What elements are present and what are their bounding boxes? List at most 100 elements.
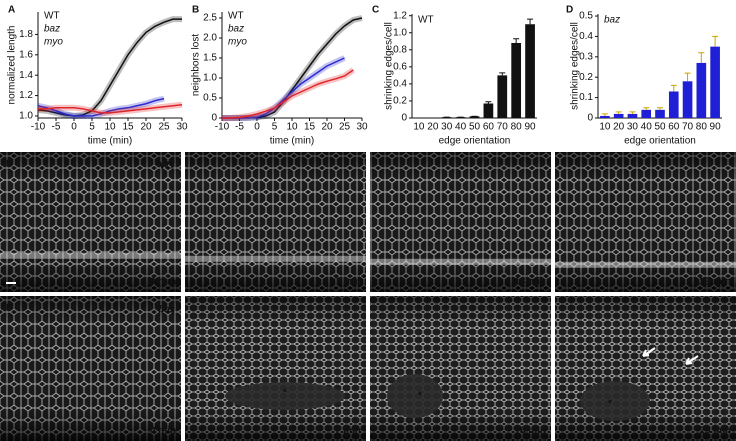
asterisk: * (283, 388, 287, 399)
error-bar (527, 18, 534, 25)
micrograph: 0 min (0, 296, 181, 441)
error-bar (615, 111, 622, 114)
error-bar (629, 111, 636, 114)
x-axis-label: edge orientation (624, 136, 696, 147)
genotype-label: WT (159, 161, 175, 172)
x-tick-label: 5 (89, 122, 95, 133)
error-bar (513, 38, 520, 43)
shading (555, 296, 736, 441)
line (37, 18, 182, 117)
micrograph: 0 min (0, 152, 181, 292)
shading (0, 152, 181, 292)
shading (555, 152, 736, 292)
legend-entry: myo (44, 37, 63, 48)
bar (682, 81, 693, 118)
x-tick-label: 30 (627, 122, 639, 133)
x-tick-label: 20 (427, 122, 439, 133)
y-tick-label: 0 (587, 113, 593, 124)
error-bar (601, 113, 608, 116)
shading (185, 152, 366, 292)
y-tick-label: 1.8 (19, 29, 33, 40)
x-tick-label: 15 (304, 122, 316, 133)
bar (497, 75, 508, 118)
legend-entry: baz (44, 24, 60, 35)
shading (0, 296, 181, 441)
y-tick-label: 2.5 (203, 13, 217, 24)
y-tick-label: 1.6 (19, 49, 33, 60)
error-bar (643, 107, 650, 110)
legend-entry: baz (228, 24, 244, 35)
time-label: 0 min (150, 426, 176, 437)
x-axis-label: time (min) (88, 136, 132, 147)
error-bar (684, 72, 691, 82)
shading (370, 152, 551, 292)
legend-entry: WT (44, 11, 60, 22)
micrograph: 7 min (185, 296, 366, 441)
x-tick-label: 50 (469, 122, 481, 133)
y-tick-label: 1.5 (203, 53, 217, 64)
line (222, 69, 354, 119)
time-label: 18 min (514, 426, 546, 437)
micrograph: 29 min (555, 296, 736, 441)
furrow (555, 261, 736, 268)
panel-label: C (372, 5, 379, 16)
micrograph: 18 min (370, 152, 551, 292)
time-label: 29 min (699, 426, 731, 437)
y-tick-label: 0 (211, 113, 217, 124)
error-bar (657, 107, 663, 110)
furrow (185, 255, 366, 262)
x-tick-label: 0 (254, 122, 260, 133)
x-tick-label: -10 (31, 122, 46, 133)
y-tick-label: 1.0 (19, 111, 33, 122)
x-tick-label: 60 (483, 122, 495, 133)
x-tick-label: 10 (286, 122, 298, 133)
x-tick-label: -5 (52, 122, 61, 133)
y-tick-label: 0.4 (579, 31, 593, 42)
x-axis-label: time (min) (270, 136, 314, 147)
shading (370, 296, 551, 441)
y-tick-label: 0 (401, 113, 407, 124)
x-tick-label: 70 (497, 122, 509, 133)
micrograph: 18 min (370, 296, 551, 441)
time-label: 29 min (699, 277, 731, 288)
x-axis-label: edge orientation (439, 136, 511, 147)
panel-label: E (6, 159, 13, 170)
x-tick-label: 70 (682, 122, 694, 133)
x-tick-label: 25 (158, 122, 170, 133)
y-tick-label: 0.5 (579, 11, 593, 22)
bar (469, 116, 480, 118)
error-bar (499, 72, 506, 76)
arrow (642, 347, 656, 357)
y-axis-label: shrinking edges/cell (570, 22, 581, 110)
lesion (387, 374, 443, 418)
x-tick-label: 0 (71, 122, 77, 133)
genotype-label: baz (158, 305, 175, 316)
y-tick-label: 0.2 (393, 96, 407, 107)
error-bar (698, 52, 705, 63)
y-axis-label: normalized length (7, 26, 18, 105)
x-tick-label: 30 (176, 122, 188, 133)
legend-entry: myo (228, 37, 247, 48)
legend-entry: WT (228, 11, 244, 22)
bar (627, 113, 638, 118)
y-tick-label: 0.4 (393, 79, 407, 90)
x-tick-label: 10 (413, 122, 425, 133)
x-tick-label: 10 (599, 122, 611, 133)
line (38, 104, 183, 114)
annotation: WT (418, 15, 434, 26)
annotation: baz (604, 15, 620, 26)
x-tick-label: 90 (524, 122, 536, 133)
y-tick-label: 1.0 (393, 27, 407, 38)
y-tick-label: 1.2 (393, 10, 407, 21)
line (222, 57, 345, 119)
time-label: 7 min (335, 277, 361, 288)
x-tick-label: 80 (696, 122, 708, 133)
x-tick-label: 25 (339, 122, 351, 133)
panel-label: A (8, 5, 15, 16)
x-tick-label: 15 (122, 122, 134, 133)
panel-label: D (566, 5, 573, 16)
